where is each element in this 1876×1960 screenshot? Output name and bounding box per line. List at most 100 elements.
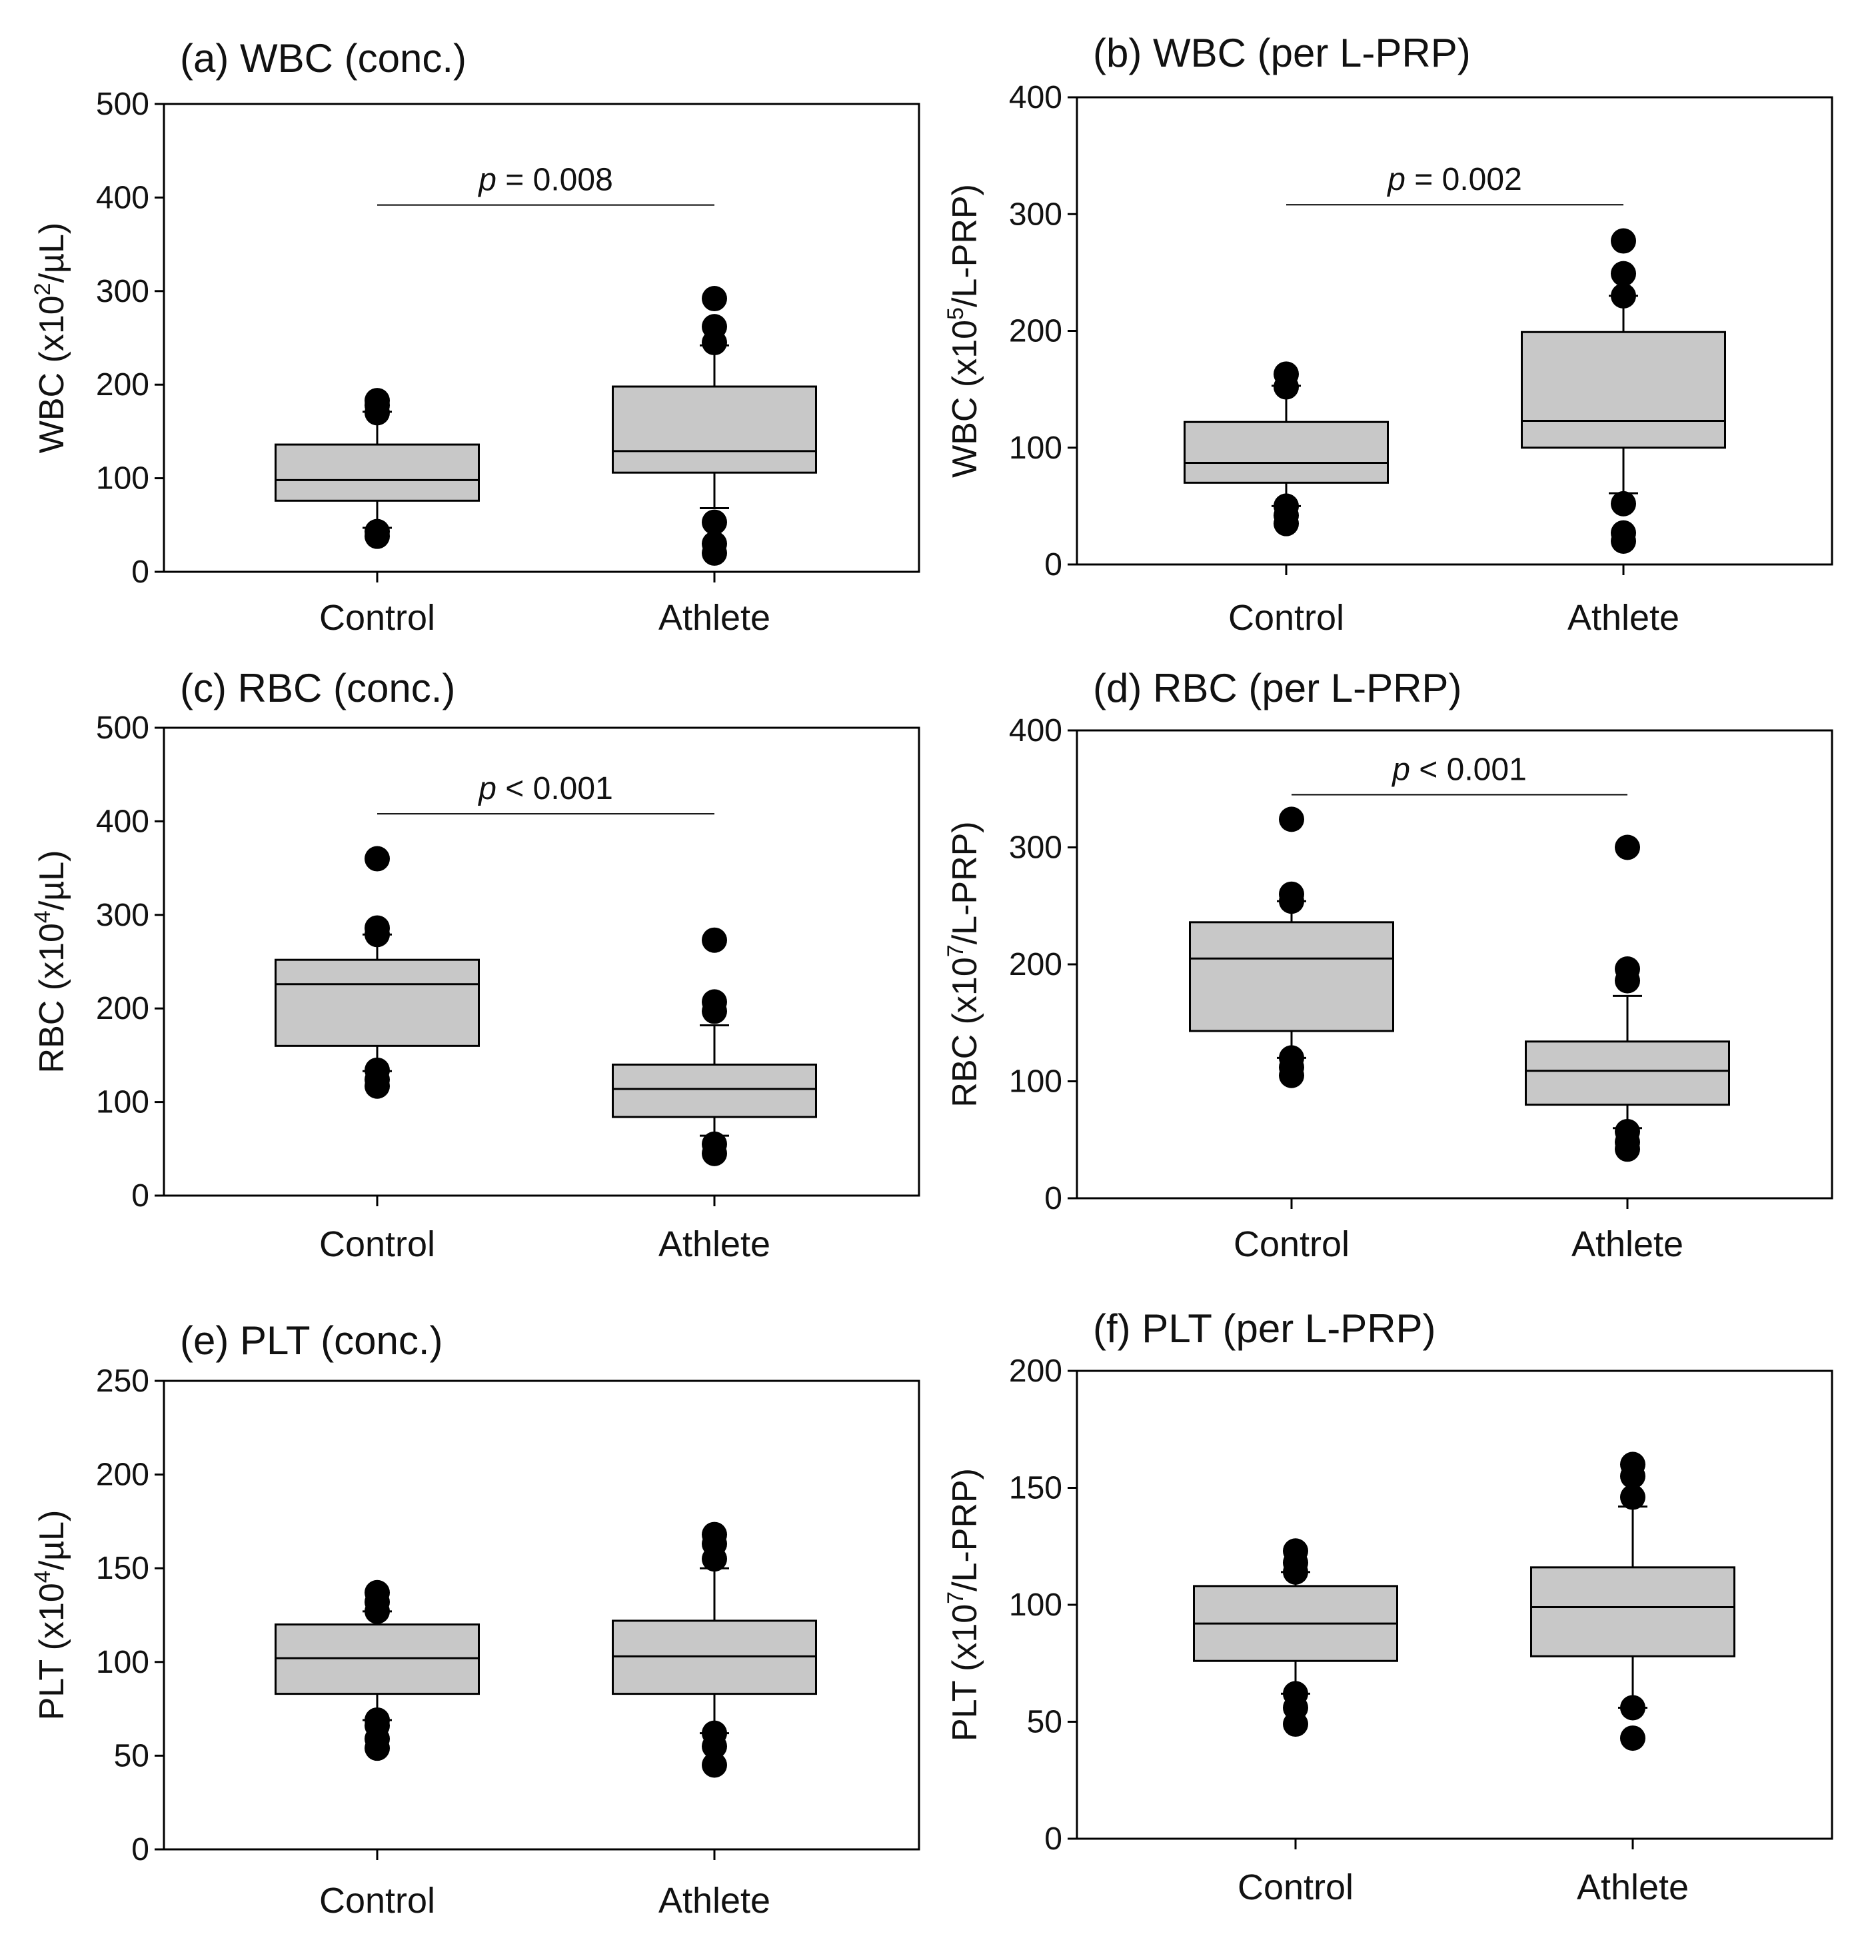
y-axis-title-unit: /L-PRP) — [946, 821, 984, 944]
interquartile-box — [612, 1063, 817, 1118]
panel-e: (e) PLT (conc.) 0 50 100 150 200 250 PLT (x104/… — [30, 1318, 920, 1921]
outlier-point — [702, 1131, 727, 1157]
y-tick-label: 100 — [96, 461, 149, 496]
panel-title: (e) PLT (conc.) — [180, 1318, 443, 1363]
y-tick-label: 50 — [1027, 1705, 1062, 1740]
panel-title: (f) PLT (per L-PRP) — [1093, 1306, 1436, 1351]
y-tick-label: 300 — [1009, 197, 1062, 232]
outlier-point — [1279, 1045, 1304, 1071]
plot-frame — [163, 103, 920, 573]
y-tick-label: 200 — [1009, 1354, 1062, 1389]
box-athlete — [1521, 228, 1726, 554]
interquartile-box — [1525, 1040, 1730, 1106]
outlier-point — [1279, 806, 1304, 832]
y-axis-title-base: RBC (x10 — [33, 923, 71, 1073]
y-tick-label: 50 — [114, 1738, 149, 1773]
significance-value: < 0.001 — [496, 771, 613, 806]
y-tick-label: 100 — [96, 1085, 149, 1120]
outlier-point — [365, 1579, 390, 1605]
box-athlete — [612, 927, 817, 1166]
outlier-point — [1274, 361, 1299, 387]
y-tick-label: 400 — [96, 180, 149, 215]
outlier-point — [702, 1521, 727, 1547]
outlier-point — [1611, 520, 1636, 546]
significance-p: p — [1391, 752, 1410, 788]
y-tick-label: 150 — [96, 1551, 149, 1586]
outlier-point — [702, 1752, 727, 1778]
y-axis-title-base: PLT (x10 — [946, 1604, 984, 1741]
y-tick-label: 100 — [96, 1645, 149, 1680]
x-category-label: Control — [1228, 598, 1344, 638]
box-control — [1184, 361, 1389, 536]
box-athlete — [1530, 1452, 1735, 1751]
outlier-point — [1620, 1484, 1645, 1510]
outlier-point — [1283, 1538, 1308, 1564]
significance-value: = 0.002 — [1406, 162, 1522, 197]
y-axis-title-exponent: 5 — [943, 307, 968, 320]
y-tick-label: 250 — [96, 1364, 149, 1399]
box-athlete — [612, 286, 817, 566]
significance-label: p = 0.002 — [1386, 162, 1522, 197]
y-tick-label: 0 — [1044, 1821, 1062, 1857]
interquartile-box — [1184, 421, 1389, 484]
significance-value: = 0.008 — [496, 163, 613, 198]
significance-label: p < 0.001 — [1391, 752, 1527, 788]
y-axis-title: WBC (x102/µL) — [30, 223, 71, 454]
interquartile-box — [1521, 331, 1726, 449]
y-tick-label: 0 — [131, 1832, 149, 1867]
y-axis-title: RBC (x104/µL) — [30, 850, 71, 1074]
y-tick-label: 0 — [131, 554, 149, 590]
y-tick-label: 400 — [1009, 80, 1062, 115]
interquartile-box — [612, 385, 817, 474]
significance-p: p — [477, 163, 496, 198]
outlier-point — [1611, 283, 1636, 309]
panel-d: (d) RBC (per L-PRP) 0 100 200 300 400 RBC (x10… — [943, 666, 1833, 1264]
outlier-point — [1620, 1725, 1645, 1751]
outlier-point — [1620, 1695, 1645, 1721]
outlier-point — [1615, 1118, 1640, 1144]
outlier-point — [365, 846, 390, 872]
y-axis-title-unit: /L-PRP) — [946, 184, 984, 307]
outlier-point — [1620, 1452, 1645, 1477]
box-athlete — [1525, 834, 1730, 1162]
significance-label: p = 0.008 — [477, 163, 613, 198]
outlier-point — [365, 1707, 390, 1733]
y-tick-label: 300 — [96, 898, 149, 933]
box-control — [275, 846, 480, 1099]
outlier-point — [365, 518, 390, 544]
y-tick-label: 100 — [1009, 1064, 1062, 1100]
y-axis-title: RBC (x107/L-PRP) — [943, 821, 984, 1107]
y-tick-label: 400 — [1009, 713, 1062, 748]
interquartile-box — [275, 443, 480, 502]
y-tick-label: 400 — [96, 804, 149, 839]
y-axis-title-base: WBC (x10 — [33, 295, 71, 453]
outlier-point — [702, 989, 727, 1015]
interquartile-box — [1530, 1566, 1735, 1657]
outlier-point — [702, 1720, 727, 1746]
y-tick-label: 200 — [96, 991, 149, 1026]
significance-value: < 0.001 — [1410, 752, 1527, 788]
x-category-label: Control — [1234, 1224, 1350, 1264]
y-tick-label: 500 — [96, 710, 149, 746]
y-tick-label: 200 — [1009, 314, 1062, 349]
x-category-label: Control — [319, 598, 435, 638]
outlier-point — [702, 530, 727, 556]
panel-title: (c) RBC (conc.) — [180, 666, 455, 710]
outlier-point — [365, 388, 390, 414]
box-control — [275, 1579, 480, 1761]
outlier-point — [1279, 881, 1304, 907]
box-athlete — [612, 1521, 817, 1778]
plot-frame — [163, 726, 920, 1197]
y-tick-label: 200 — [96, 1458, 149, 1493]
y-tick-label: 150 — [1009, 1471, 1062, 1506]
y-axis-title-exponent: 4 — [30, 910, 55, 923]
outlier-point — [702, 509, 727, 535]
x-category-label: Athlete — [1567, 598, 1679, 638]
y-tick-label: 300 — [1009, 830, 1062, 866]
y-tick-label: 100 — [1009, 1587, 1062, 1623]
y-axis-title-unit: /L-PRP) — [946, 1468, 984, 1591]
y-axis-title-exponent: 2 — [30, 283, 55, 295]
x-category-label: Control — [319, 1881, 435, 1921]
outlier-point — [365, 1057, 390, 1083]
